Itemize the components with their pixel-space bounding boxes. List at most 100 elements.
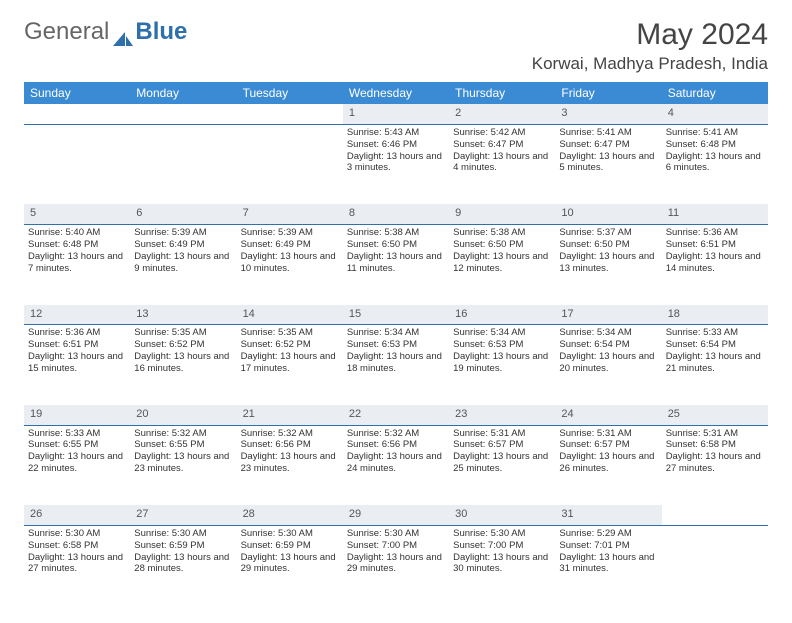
sunrise-line: Sunrise: 5:30 AM [28,528,126,540]
sunrise-line: Sunrise: 5:32 AM [241,428,339,440]
sunrise-line: Sunrise: 5:37 AM [559,227,657,239]
sunset-line: Sunset: 7:00 PM [347,540,445,552]
day-cell: Sunrise: 5:32 AMSunset: 6:56 PMDaylight:… [343,425,449,505]
day-number-row: 262728293031 [24,505,768,525]
daylight-line: Daylight: 13 hours and 19 minutes. [453,351,551,375]
day-number: 8 [343,204,449,224]
day-number [662,505,768,525]
sunset-line: Sunset: 6:59 PM [241,540,339,552]
sunset-line: Sunset: 6:54 PM [559,339,657,351]
day-header: Sunday [24,82,130,104]
day-header: Tuesday [237,82,343,104]
sunrise-line: Sunrise: 5:34 AM [453,327,551,339]
sunrise-line: Sunrise: 5:36 AM [28,327,126,339]
sunset-line: Sunset: 6:54 PM [666,339,764,351]
day-cell: Sunrise: 5:36 AMSunset: 6:51 PMDaylight:… [24,325,130,405]
daylight-line: Daylight: 13 hours and 27 minutes. [666,451,764,475]
day-number: 23 [449,405,555,425]
sunrise-line: Sunrise: 5:30 AM [241,528,339,540]
sunset-line: Sunset: 6:47 PM [559,139,657,151]
day-cell [237,124,343,204]
daylight-line: Daylight: 13 hours and 29 minutes. [241,552,339,576]
daylight-line: Daylight: 13 hours and 14 minutes. [666,251,764,275]
sunset-line: Sunset: 6:55 PM [28,439,126,451]
sunrise-line: Sunrise: 5:34 AM [559,327,657,339]
day-header: Friday [555,82,661,104]
daylight-line: Daylight: 13 hours and 16 minutes. [134,351,232,375]
page: General Blue May 2024 Korwai, Madhya Pra… [0,0,792,623]
day-number: 5 [24,204,130,224]
day-number: 27 [130,505,236,525]
sunset-line: Sunset: 6:49 PM [241,239,339,251]
daylight-line: Daylight: 13 hours and 13 minutes. [559,251,657,275]
sunset-line: Sunset: 6:56 PM [241,439,339,451]
day-number: 9 [449,204,555,224]
day-cell [662,525,768,605]
day-number [237,104,343,124]
day-cell: Sunrise: 5:31 AMSunset: 6:57 PMDaylight:… [555,425,661,505]
daylight-line: Daylight: 13 hours and 27 minutes. [28,552,126,576]
sunrise-line: Sunrise: 5:36 AM [666,227,764,239]
sunset-line: Sunset: 6:57 PM [453,439,551,451]
day-cell: Sunrise: 5:34 AMSunset: 6:54 PMDaylight:… [555,325,661,405]
day-number: 10 [555,204,661,224]
daylight-line: Daylight: 13 hours and 23 minutes. [134,451,232,475]
sunrise-line: Sunrise: 5:39 AM [241,227,339,239]
day-number: 17 [555,305,661,325]
day-header: Saturday [662,82,768,104]
week-row: Sunrise: 5:40 AMSunset: 6:48 PMDaylight:… [24,225,768,305]
sunset-line: Sunset: 7:01 PM [559,540,657,552]
sunrise-line: Sunrise: 5:30 AM [453,528,551,540]
day-header-row: SundayMondayTuesdayWednesdayThursdayFrid… [24,82,768,104]
sunrise-line: Sunrise: 5:31 AM [559,428,657,440]
daylight-line: Daylight: 13 hours and 7 minutes. [28,251,126,275]
day-cell: Sunrise: 5:30 AMSunset: 6:59 PMDaylight:… [130,525,236,605]
day-cell: Sunrise: 5:38 AMSunset: 6:50 PMDaylight:… [449,225,555,305]
sunset-line: Sunset: 6:59 PM [134,540,232,552]
daylight-line: Daylight: 13 hours and 30 minutes. [453,552,551,576]
week-row: Sunrise: 5:33 AMSunset: 6:55 PM Daylight:… [24,425,768,505]
day-cell: Sunrise: 5:31 AMSunset: 6:57 PMDaylight:… [449,425,555,505]
day-cell: Sunrise: 5:34 AMSunset: 6:53 PMDaylight:… [449,325,555,405]
sunrise-line: Sunrise: 5:38 AM [347,227,445,239]
day-cell: Sunrise: 5:42 AMSunset: 6:47 PMDaylight:… [449,124,555,204]
daylight-line: Daylight: 13 hours and 26 minutes. [559,451,657,475]
logo-text-2: Blue [135,18,187,46]
sunset-line: Sunset: 6:51 PM [666,239,764,251]
daylight-line: Daylight: 13 hours and 17 minutes. [241,351,339,375]
daylight-line: Daylight: 13 hours and 24 minutes. [347,451,445,475]
sunset-line: Sunset: 6:46 PM [347,139,445,151]
sunrise-line: Sunrise: 5:32 AM [347,428,445,440]
day-cell: Sunrise: 5:41 AMSunset: 6:48 PMDaylight:… [662,124,768,204]
day-cell: Sunrise: 5:33 AMSunset: 6:55 PMDaylight:… [24,425,130,505]
day-number: 15 [343,305,449,325]
month-title: May 2024 [532,18,768,52]
day-cell: Sunrise: 5:37 AMSunset: 6:50 PMDaylight:… [555,225,661,305]
location: Korwai, Madhya Pradesh, India [532,54,768,74]
day-cell: Sunrise: 5:34 AMSunset: 6:53 PMDaylight:… [343,325,449,405]
day-number: 20 [130,405,236,425]
logo-text-1: General [24,18,109,46]
daylight-line: Daylight: 13 hours and 29 minutes. [347,552,445,576]
daylight-line: Daylight: 13 hours and 4 minutes. [453,151,551,175]
day-cell: Sunrise: 5:38 AMSunset: 6:50 PMDaylight:… [343,225,449,305]
calendar-table: SundayMondayTuesdayWednesdayThursdayFrid… [24,82,768,605]
sunset-line: Sunset: 6:50 PM [347,239,445,251]
day-cell: Sunrise: 5:29 AMSunset: 7:01 PMDaylight:… [555,525,661,605]
sunrise-line: Sunrise: 5:41 AM [559,127,657,139]
sunrise-line: Sunrise: 5:39 AM [134,227,232,239]
day-cell: Sunrise: 5:43 AMSunset: 6:46 PMDaylight:… [343,124,449,204]
sunrise-line: Sunrise: 5:43 AM [347,127,445,139]
day-number: 1 [343,104,449,124]
daylight-line: Daylight: 13 hours and 25 minutes. [453,451,551,475]
sunset-line: Sunset: 6:58 PM [666,439,764,451]
day-number: 21 [237,405,343,425]
sunrise-line: Sunrise: 5:30 AM [347,528,445,540]
sunrise-line: Sunrise: 5:33 AM [28,428,126,440]
sunset-line: Sunset: 6:48 PM [28,239,126,251]
sunrise-line: Sunrise: 5:35 AM [134,327,232,339]
sunset-line: Sunset: 6:58 PM [28,540,126,552]
sunset-line: Sunset: 6:57 PM [559,439,657,451]
daylight-line: Daylight: 13 hours and 20 minutes. [559,351,657,375]
day-number: 6 [130,204,236,224]
